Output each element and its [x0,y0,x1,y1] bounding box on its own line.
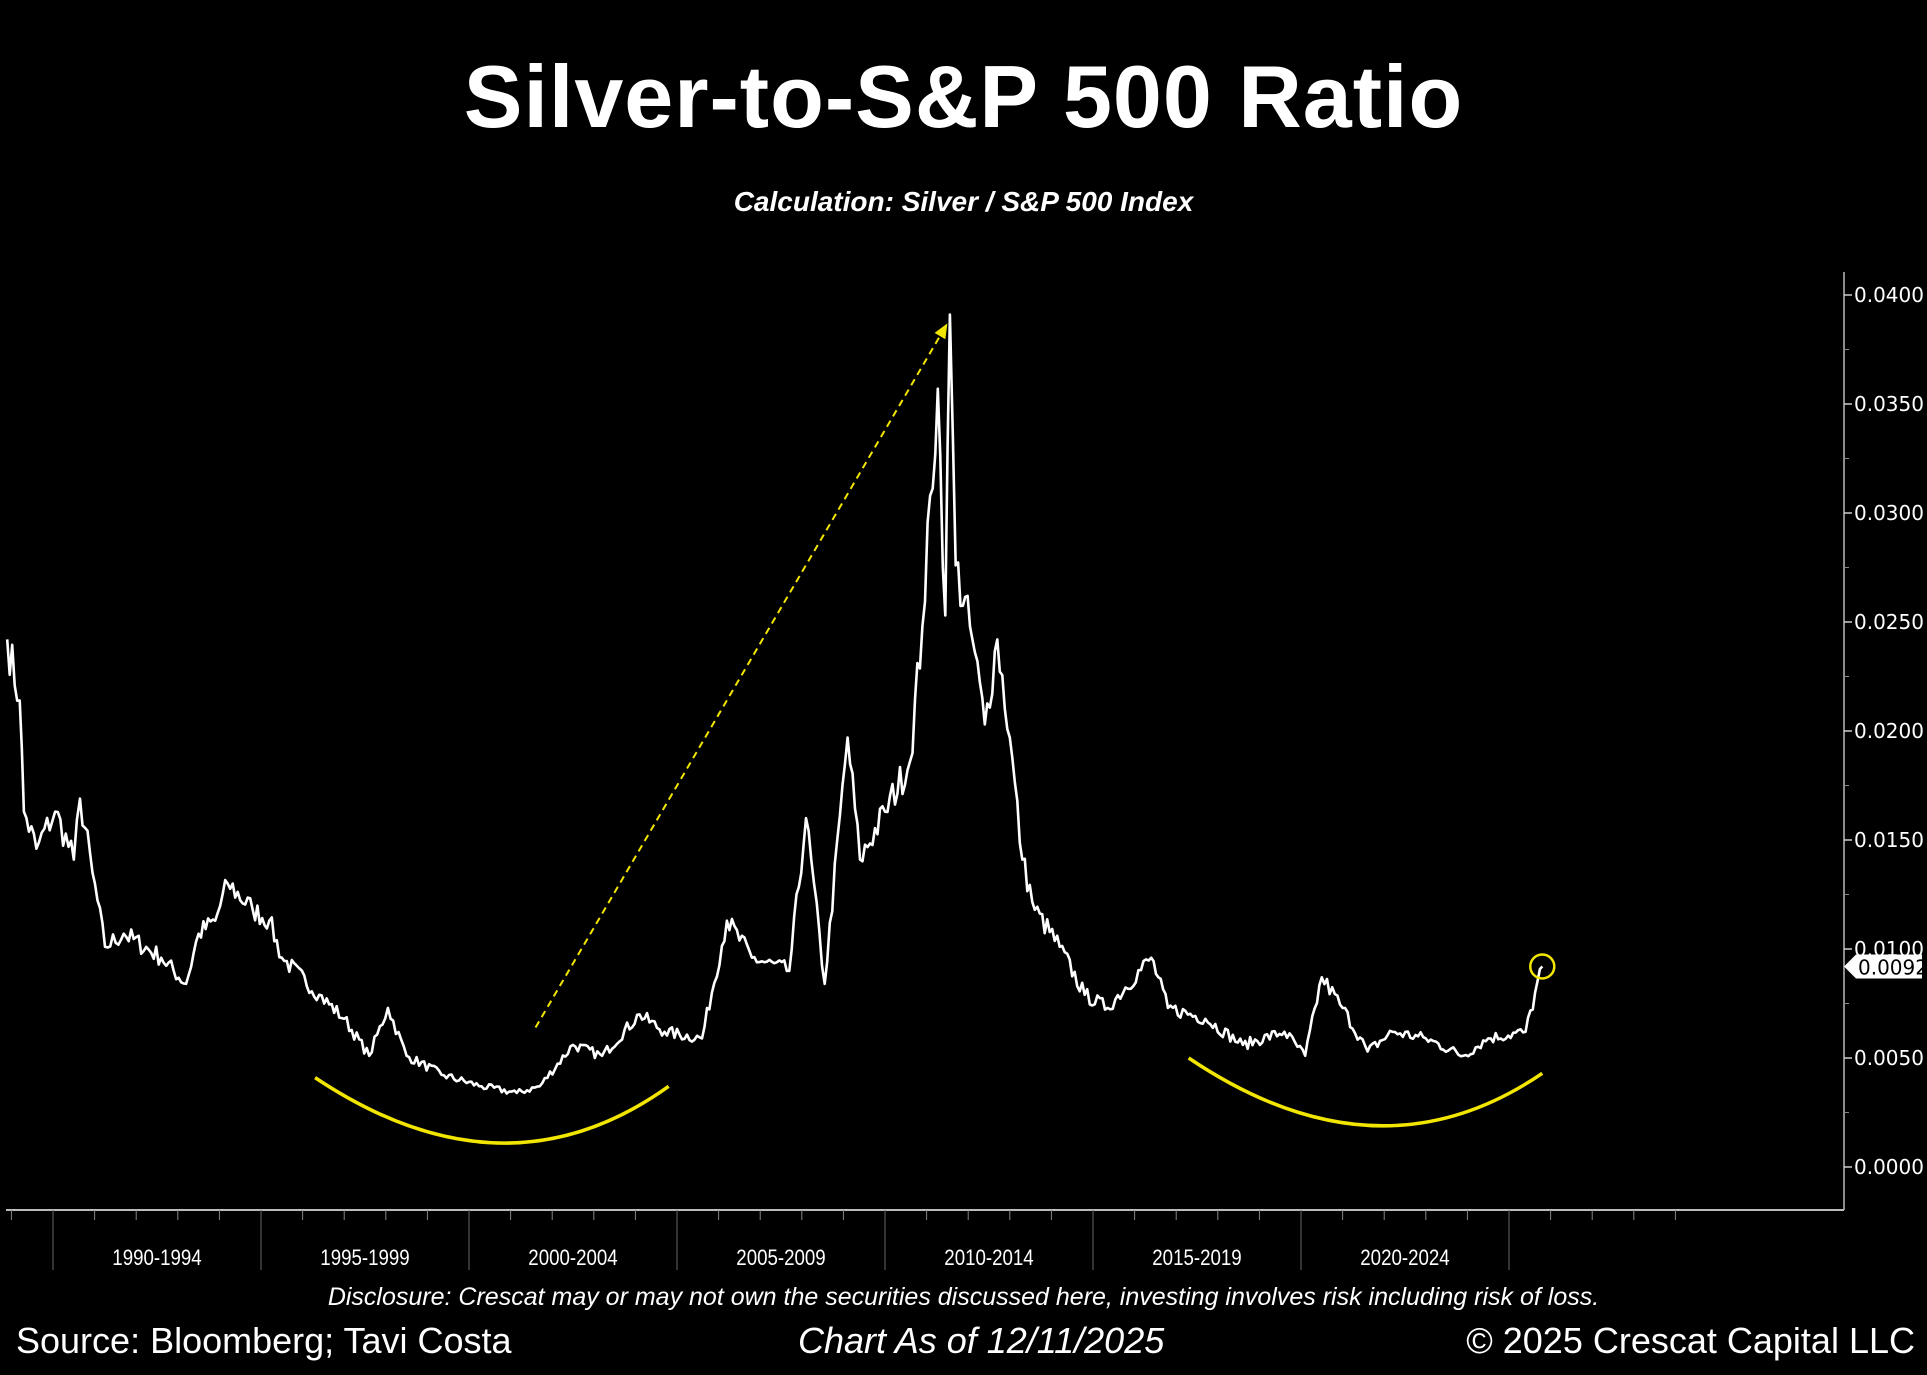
x-tick-label: 2020-2024 [1360,1247,1449,1271]
arrowhead-icon [934,323,948,340]
x-tick-label: 2000-2004 [528,1247,617,1271]
chart-title: Silver-to-S&P 500 Ratio [463,47,1464,146]
y-tick-label: 0.0200 [1854,719,1924,743]
x-tick-label: 1990-1994 [112,1247,201,1271]
y-tick-label: 0.0000 [1854,1155,1924,1179]
y-tick-label: 0.0250 [1854,610,1924,634]
x-tick-label: 1995-1999 [320,1247,409,1271]
last-value-label: 0.0092 [1858,955,1927,979]
bottom-arc [1187,1056,1544,1128]
x-tick-label: 2005-2009 [736,1247,825,1271]
disclosure: Disclosure: Crescat may or may not own t… [327,1283,1600,1311]
chart-subtitle: Calculation: Silver / S&P 500 Index [733,186,1194,217]
y-tick-label: 0.0300 [1854,501,1924,525]
trend-arrow [534,322,949,1028]
x-tick-label: 2010-2014 [944,1247,1033,1271]
source-note: Source: Bloomberg; Tavi Costa [16,1320,512,1361]
y-tick-label: 0.0150 [1854,828,1924,852]
last-value-tag [1844,954,1922,979]
highlight-circle [1529,953,1556,980]
y-tick-label: 0.0350 [1854,392,1924,416]
copyright: © 2025 Crescat Capital LLC [1466,1320,1915,1361]
y-tick-label: 0.0400 [1854,283,1924,307]
as-of-date: Chart As of 12/11/2025 [798,1320,1165,1361]
series-line [5,313,1544,1095]
bottom-arc [314,1076,670,1145]
x-tick-label: 2015-2019 [1152,1247,1241,1271]
y-tick-label: 0.0050 [1854,1046,1924,1070]
